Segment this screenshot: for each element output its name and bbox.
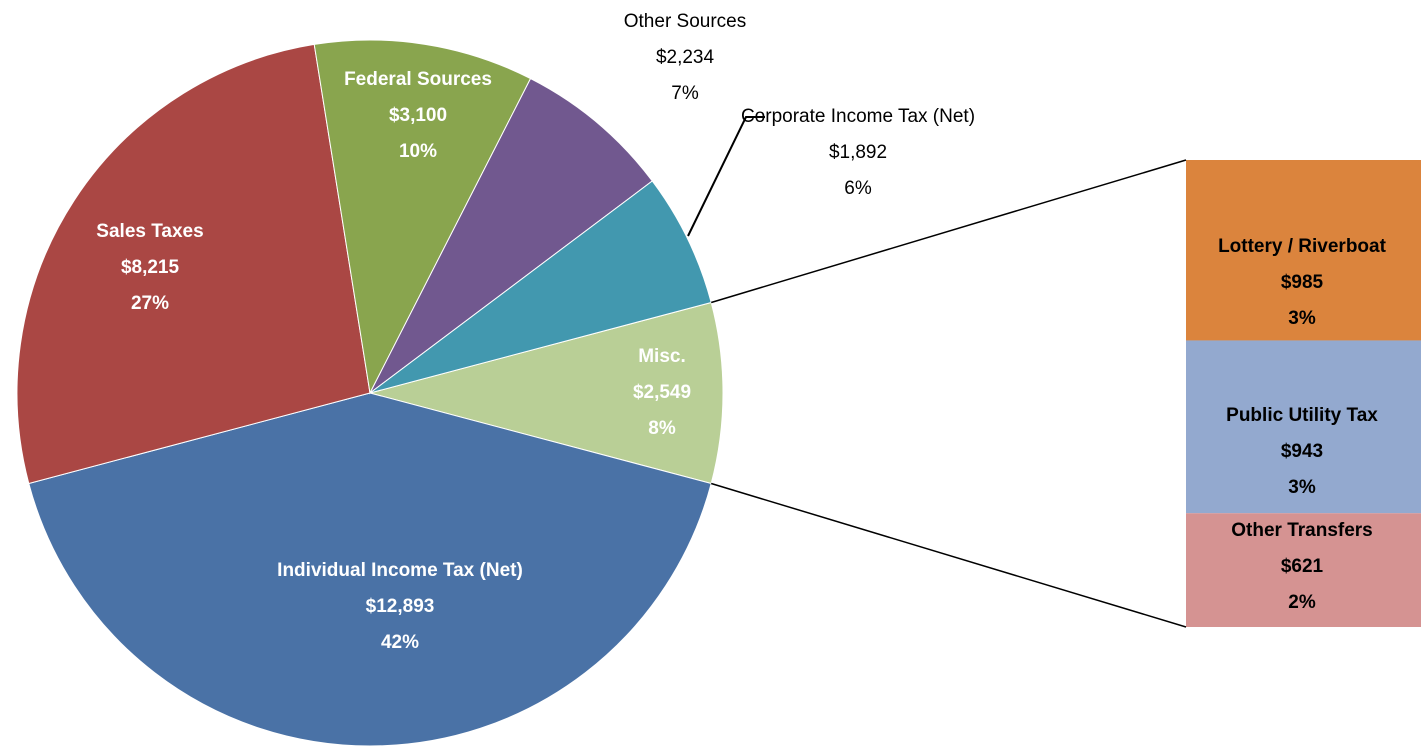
label-percent: 8% [648,418,676,439]
label-value: $985 [1280,272,1324,293]
label-value: $943 [1280,441,1324,462]
label-name: Federal Sources [344,69,492,90]
pie-slice [16,43,371,485]
bar-segment [1186,160,1421,341]
label-percent: 10% [398,141,438,162]
label-name: Misc. [638,346,686,367]
label-value: $12,893 [365,596,435,617]
label-value: $8,215 [120,257,180,278]
label-name: Corporate Income Tax (Net) [740,106,976,127]
connector-line [710,482,1187,628]
label-percent: 27% [130,293,170,314]
label-percent: 6% [844,178,872,199]
data-label: Federal Sources $3,100 10% [308,62,528,170]
label-value: $621 [1280,556,1324,577]
label-value: $2,234 [655,47,715,68]
label-name: Public Utility Tax [1226,405,1378,426]
label-value: $3,100 [388,105,448,126]
label-percent: 2% [1288,592,1316,613]
data-label: Misc. $2,549 8% [602,339,722,447]
label-name: Other Transfers [1231,520,1373,541]
label-percent: 42% [380,632,420,653]
label-name: Sales Taxes [96,221,204,242]
data-label: Lottery / Riverboat $985 3% [1185,229,1420,337]
pie-slice [313,39,532,395]
data-label: Other Transfers $621 2% [1185,513,1420,621]
label-name: Individual Income Tax (Net) [277,560,523,581]
pie-slice [369,77,653,394]
leader-line [687,116,765,237]
bar-segment [1186,340,1421,514]
label-name: Lottery / Riverboat [1218,236,1386,257]
label-name: Other Sources [623,11,747,32]
data-label: Public Utility Tax $943 3% [1185,398,1420,506]
label-percent: 3% [1288,308,1316,329]
label-value: $2,549 [632,382,692,403]
bar-segment [1186,513,1421,627]
pie-slice [369,180,712,394]
data-label: Other Sources $2,234 7% [575,4,795,112]
data-label: Corporate Income Tax (Net) $1,892 6% [738,99,978,207]
pie-slice [368,301,724,485]
label-value: $1,892 [828,142,888,163]
connector-line [710,159,1187,304]
data-label: Individual Income Tax (Net) $12,893 42% [250,553,550,661]
label-percent: 7% [671,83,699,104]
data-label: Sales Taxes $8,215 27% [50,214,250,322]
label-percent: 3% [1288,477,1316,498]
